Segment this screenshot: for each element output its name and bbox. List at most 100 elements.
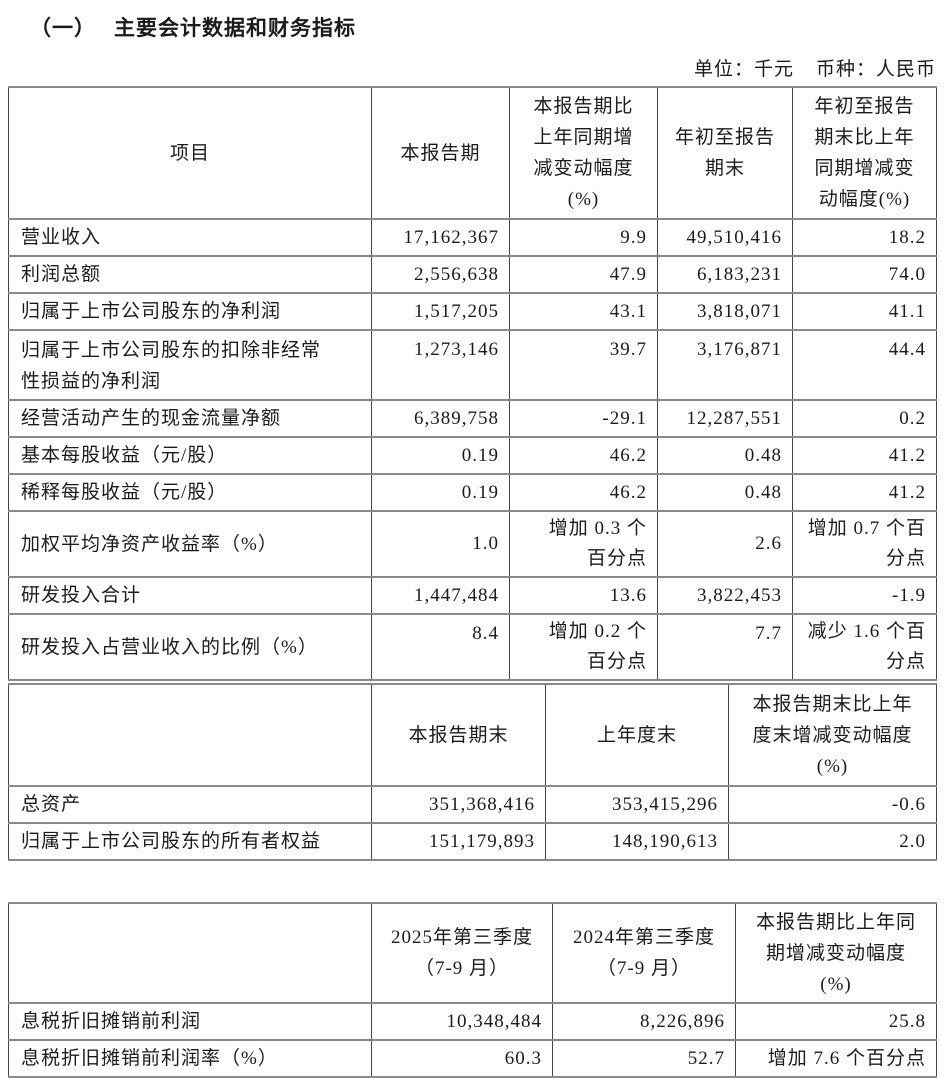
row-label-cell: 归属于上市公司股东的所有者权益 xyxy=(8,822,372,861)
header-item: 项目 xyxy=(8,86,372,220)
quarterly-ebitda-table: 2025年第三季度 （7-9 月） 2024年第三季度 （7-9 月） 本报告期… xyxy=(8,902,937,1078)
table-row: 研发投入占营业收入的比例（%） 8.4 增加 0.2 个 百分点 7.7 减少 … xyxy=(8,613,937,681)
table-row: 加权平均净资产收益率（%） 1.0 增加 0.3 个 百分点 2.6 增加 0.… xyxy=(8,510,937,578)
row-label-cell: 营业收入 xyxy=(8,218,372,257)
row-label-cell: 利润总额 xyxy=(8,255,372,294)
current-yoy-cell: 46.2 xyxy=(509,473,658,512)
ytd-yoy-cell: 41.2 xyxy=(792,473,937,512)
current-period-cell: 0.19 xyxy=(371,436,510,475)
table-row: 利润总额 2,556,638 47.9 6,183,231 74.0 xyxy=(8,255,937,294)
table-row: 息税折旧摊销前利润率（%） 60.3 52.7 增加 7.6 个百分点 xyxy=(8,1039,937,1078)
table-row: 基本每股收益（元/股） 0.19 46.2 0.48 41.2 xyxy=(8,436,937,475)
current-period-cell: 8.4 xyxy=(371,613,510,681)
current-yoy-cell: 增加 0.2 个 百分点 xyxy=(509,613,658,681)
prior-year-end-cell: 148,190,613 xyxy=(545,822,729,861)
current-yoy-cell: 9.9 xyxy=(509,218,658,257)
row-label-cell: 研发投入占营业收入的比例（%） xyxy=(8,613,372,681)
current-yoy-cell: -29.1 xyxy=(509,399,658,438)
table-header-row: 2025年第三季度 （7-9 月） 2024年第三季度 （7-9 月） 本报告期… xyxy=(8,902,937,1004)
ytd-cell: 49,510,416 xyxy=(657,218,793,257)
q3-2024-cell: 52.7 xyxy=(552,1039,736,1078)
change-cell: -0.6 xyxy=(728,785,937,824)
ytd-cell: 12,287,551 xyxy=(657,399,793,438)
q3-2025-cell: 10,348,484 xyxy=(371,1002,553,1041)
row-label-cell: 经营活动产生的现金流量净额 xyxy=(8,399,372,438)
ytd-yoy-cell: 增加 0.7 个百 分点 xyxy=(792,510,937,578)
row-label-cell: 总资产 xyxy=(8,785,372,824)
current-period-cell: 1,447,484 xyxy=(371,576,510,615)
current-period-cell: 2,556,638 xyxy=(371,255,510,294)
balance-sheet-table: 本报告期末 上年度末 本报告期末比上年 度末增减变动幅度 (%) 总资产 351… xyxy=(8,683,937,861)
header-item xyxy=(8,902,372,1004)
ytd-cell: 2.6 xyxy=(657,510,793,578)
row-label-cell: 归属于上市公司股东的扣除非经常 性损益的净利润 xyxy=(8,329,372,401)
current-period-cell: 17,162,367 xyxy=(371,218,510,257)
header-prior-year-end: 上年度末 xyxy=(545,683,729,787)
header-q3-2024: 2024年第三季度 （7-9 月） xyxy=(552,902,736,1004)
table-row: 稀释每股收益（元/股） 0.19 46.2 0.48 41.2 xyxy=(8,473,937,512)
ytd-cell: 6,183,231 xyxy=(657,255,793,294)
key-financials-table: 项目 本报告期 本报告期比 上年同期增 减变动幅度 (%) 年初至报告 期末 年… xyxy=(8,86,937,681)
current-period-cell: 6,389,758 xyxy=(371,399,510,438)
ytd-cell: 3,176,871 xyxy=(657,329,793,401)
currency-label: 币种：人民币 xyxy=(815,59,936,80)
header-current-end: 本报告期末 xyxy=(371,683,546,787)
header-ytd-yoy: 年初至报告 期末比上年 同期增减变 动幅度(%) xyxy=(792,86,937,220)
q3-2024-cell: 8,226,896 xyxy=(552,1002,736,1041)
ytd-yoy-cell: -1.9 xyxy=(792,576,937,615)
ytd-yoy-cell: 41.2 xyxy=(792,436,937,475)
current-yoy-cell: 43.1 xyxy=(509,292,658,331)
ytd-cell: 7.7 xyxy=(657,613,793,681)
q3-2025-cell: 60.3 xyxy=(371,1039,553,1078)
current-period-cell: 1,273,146 xyxy=(371,329,510,401)
section-number: （一） xyxy=(30,16,96,40)
ytd-yoy-cell: 41.1 xyxy=(792,292,937,331)
section-title: （一） 主要会计数据和财务指标 xyxy=(30,12,356,42)
row-label-cell: 息税折旧摊销前利润 xyxy=(8,1002,372,1041)
change-cell: 2.0 xyxy=(728,822,937,861)
ytd-cell: 3,818,071 xyxy=(657,292,793,331)
row-label-cell: 稀释每股收益（元/股） xyxy=(8,473,372,512)
unit-label: 单位：千元 xyxy=(693,59,794,80)
header-current-yoy: 本报告期比 上年同期增 减变动幅度 (%) xyxy=(509,86,658,220)
header-yoy: 本报告期比上年同 期增减变动幅度 (%) xyxy=(735,902,937,1004)
table-header-row: 项目 本报告期 本报告期比 上年同期增 减变动幅度 (%) 年初至报告 期末 年… xyxy=(8,86,937,220)
table-row: 营业收入 17,162,367 9.9 49,510,416 18.2 xyxy=(8,218,937,257)
current-end-cell: 351,368,416 xyxy=(371,785,546,824)
table-row: 经营活动产生的现金流量净额 6,389,758 -29.1 12,287,551… xyxy=(8,399,937,438)
current-yoy-cell: 增加 0.3 个 百分点 xyxy=(509,510,658,578)
ytd-cell: 0.48 xyxy=(657,473,793,512)
table-row: 归属于上市公司股东的扣除非经常 性损益的净利润 1,273,146 39.7 3… xyxy=(8,329,937,401)
yoy-cell: 25.8 xyxy=(735,1002,937,1041)
current-period-cell: 1.0 xyxy=(371,510,510,578)
yoy-cell: 增加 7.6 个百分点 xyxy=(735,1039,937,1078)
ytd-yoy-cell: 0.2 xyxy=(792,399,937,438)
header-ytd: 年初至报告 期末 xyxy=(657,86,793,220)
current-end-cell: 151,179,893 xyxy=(371,822,546,861)
ytd-yoy-cell: 减少 1.6 个百 分点 xyxy=(792,613,937,681)
unit-note: 单位：千元 币种：人民币 xyxy=(694,54,936,81)
table-header-row: 本报告期末 上年度末 本报告期末比上年 度末增减变动幅度 (%) xyxy=(8,683,937,787)
row-label-cell: 基本每股收益（元/股） xyxy=(8,436,372,475)
row-label-cell: 加权平均净资产收益率（%） xyxy=(8,510,372,578)
header-q3-2025: 2025年第三季度 （7-9 月） xyxy=(371,902,553,1004)
ytd-cell: 0.48 xyxy=(657,436,793,475)
table-row: 归属于上市公司股东的净利润 1,517,205 43.1 3,818,071 4… xyxy=(8,292,937,331)
section-title-text: 主要会计数据和财务指标 xyxy=(114,16,356,40)
current-yoy-cell: 46.2 xyxy=(509,436,658,475)
row-label-cell: 息税折旧摊销前利润率（%） xyxy=(8,1039,372,1078)
row-label-cell: 研发投入合计 xyxy=(8,576,372,615)
current-yoy-cell: 47.9 xyxy=(509,255,658,294)
table-row: 总资产 351,368,416 353,415,296 -0.6 xyxy=(8,785,937,824)
ytd-yoy-cell: 44.4 xyxy=(792,329,937,401)
ytd-cell: 3,822,453 xyxy=(657,576,793,615)
table-row: 研发投入合计 1,447,484 13.6 3,822,453 -1.9 xyxy=(8,576,937,615)
header-current-period: 本报告期 xyxy=(371,86,510,220)
current-yoy-cell: 13.6 xyxy=(509,576,658,615)
row-label-cell: 归属于上市公司股东的净利润 xyxy=(8,292,372,331)
current-period-cell: 1,517,205 xyxy=(371,292,510,331)
table-row: 归属于上市公司股东的所有者权益 151,179,893 148,190,613 … xyxy=(8,822,937,861)
ytd-yoy-cell: 74.0 xyxy=(792,255,937,294)
table-row: 息税折旧摊销前利润 10,348,484 8,226,896 25.8 xyxy=(8,1002,937,1041)
